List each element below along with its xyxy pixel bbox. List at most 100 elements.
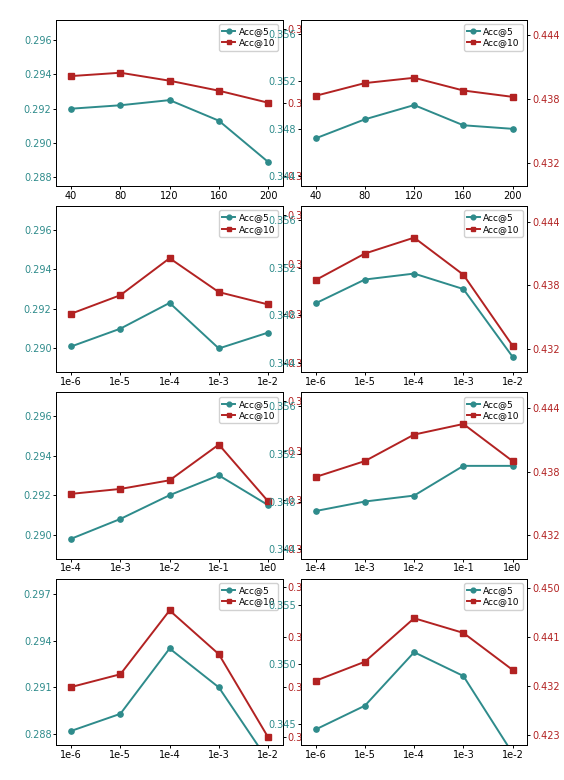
Acc@10	[68, 489, 74, 498]
Acc@5	[509, 124, 516, 133]
Acc@10	[362, 249, 368, 258]
Acc@10	[362, 657, 368, 666]
Text: (c) Varied $\beta_{\mathrm{HSL}}$ on Gowalla: (c) Varied $\beta_{\mathrm{HSL}}$ on Gow…	[86, 419, 254, 436]
Acc@10	[509, 92, 516, 101]
Acc@10	[265, 732, 271, 742]
Acc@5	[411, 269, 417, 278]
Acc@10	[362, 456, 368, 466]
Acc@5	[460, 285, 467, 294]
Acc@5	[166, 298, 173, 307]
Line: Acc@5: Acc@5	[313, 650, 515, 756]
Text: (a) Varied $K$ on Gowalla: (a) Varied $K$ on Gowalla	[94, 232, 245, 247]
Acc@5	[215, 116, 222, 126]
Acc@10	[509, 456, 516, 466]
Acc@5	[509, 749, 516, 758]
Acc@10	[411, 614, 417, 623]
Line: Acc@5: Acc@5	[313, 463, 515, 514]
Acc@10	[312, 676, 319, 686]
Acc@10	[117, 290, 124, 300]
Acc@10	[215, 288, 222, 297]
Acc@5	[411, 101, 417, 110]
Acc@5	[509, 461, 516, 470]
Text: (d) Varied $\beta_{\mathrm{HSL}}$ on Foursquare: (d) Varied $\beta_{\mathrm{HSL}}$ on Fou…	[319, 419, 510, 436]
Acc@10	[312, 91, 319, 101]
Acc@5	[265, 756, 271, 765]
Acc@10	[215, 440, 222, 449]
Acc@5	[68, 342, 74, 351]
Acc@10	[265, 98, 271, 108]
Line: Acc@10: Acc@10	[313, 615, 515, 683]
Acc@5	[411, 491, 417, 500]
Acc@5	[509, 352, 516, 361]
Acc@10	[166, 606, 173, 615]
Acc@10	[117, 669, 124, 679]
Line: Acc@10: Acc@10	[69, 70, 271, 105]
Acc@10	[460, 270, 467, 279]
Line: Acc@5: Acc@5	[69, 646, 271, 763]
Acc@5	[362, 701, 368, 711]
Acc@5	[460, 121, 467, 130]
Acc@5	[265, 501, 271, 510]
Acc@10	[68, 72, 74, 81]
Acc@5	[362, 497, 368, 506]
Acc@10	[265, 300, 271, 309]
Acc@10	[411, 430, 417, 439]
Acc@5	[117, 324, 124, 333]
Line: Acc@5: Acc@5	[313, 102, 515, 141]
Line: Acc@10: Acc@10	[69, 608, 271, 739]
Acc@10	[509, 665, 516, 675]
Acc@5	[460, 461, 467, 470]
Acc@10	[460, 420, 467, 429]
Line: Acc@5: Acc@5	[69, 473, 271, 541]
Acc@5	[362, 275, 368, 284]
Acc@10	[312, 472, 319, 481]
Acc@10	[460, 86, 467, 95]
Acc@5	[312, 299, 319, 308]
Acc@10	[117, 484, 124, 494]
Acc@5	[265, 158, 271, 167]
Legend: Acc@5, Acc@10: Acc@5, Acc@10	[219, 211, 278, 237]
Legend: Acc@5, Acc@10: Acc@5, Acc@10	[464, 583, 523, 610]
Legend: Acc@5, Acc@10: Acc@5, Acc@10	[464, 397, 523, 424]
Acc@5	[166, 644, 173, 653]
Line: Acc@5: Acc@5	[69, 98, 271, 165]
Acc@5	[460, 672, 467, 681]
Acc@5	[215, 470, 222, 480]
Acc@10	[68, 682, 74, 692]
Acc@10	[265, 497, 271, 506]
Acc@10	[68, 309, 74, 318]
Acc@10	[460, 628, 467, 637]
Line: Acc@5: Acc@5	[69, 300, 271, 351]
Acc@5	[117, 709, 124, 718]
Acc@10	[215, 86, 222, 95]
Text: (e) Varied $\beta_{\mathrm{SH}}$ on Gowalla: (e) Varied $\beta_{\mathrm{SH}}$ on Gowa…	[88, 605, 252, 622]
Acc@5	[68, 726, 74, 736]
Line: Acc@10: Acc@10	[313, 235, 515, 349]
Text: (b) Varied $K$ on Foursquare: (b) Varied $K$ on Foursquare	[327, 232, 501, 250]
Acc@5	[68, 104, 74, 113]
Acc@10	[411, 233, 417, 243]
Acc@5	[117, 101, 124, 110]
Acc@10	[166, 476, 173, 485]
Text: (f) Varied $\beta_{\mathrm{SH}}$ on Foursquare: (f) Varied $\beta_{\mathrm{SH}}$ on Four…	[323, 605, 506, 622]
Line: Acc@10: Acc@10	[69, 442, 271, 504]
Acc@5	[68, 534, 74, 544]
Acc@5	[411, 647, 417, 657]
Acc@10	[215, 650, 222, 659]
Acc@5	[215, 682, 222, 692]
Acc@10	[411, 73, 417, 83]
Line: Acc@5: Acc@5	[313, 271, 515, 360]
Acc@10	[509, 341, 516, 350]
Legend: Acc@5, Acc@10: Acc@5, Acc@10	[464, 24, 523, 51]
Acc@10	[362, 79, 368, 88]
Acc@5	[312, 725, 319, 734]
Legend: Acc@5, Acc@10: Acc@5, Acc@10	[464, 211, 523, 237]
Acc@5	[265, 328, 271, 337]
Legend: Acc@5, Acc@10: Acc@5, Acc@10	[219, 397, 278, 424]
Acc@5	[215, 344, 222, 353]
Line: Acc@10: Acc@10	[69, 256, 271, 317]
Line: Acc@10: Acc@10	[313, 75, 515, 100]
Acc@10	[312, 275, 319, 285]
Legend: Acc@5, Acc@10: Acc@5, Acc@10	[219, 583, 278, 610]
Acc@5	[117, 514, 124, 523]
